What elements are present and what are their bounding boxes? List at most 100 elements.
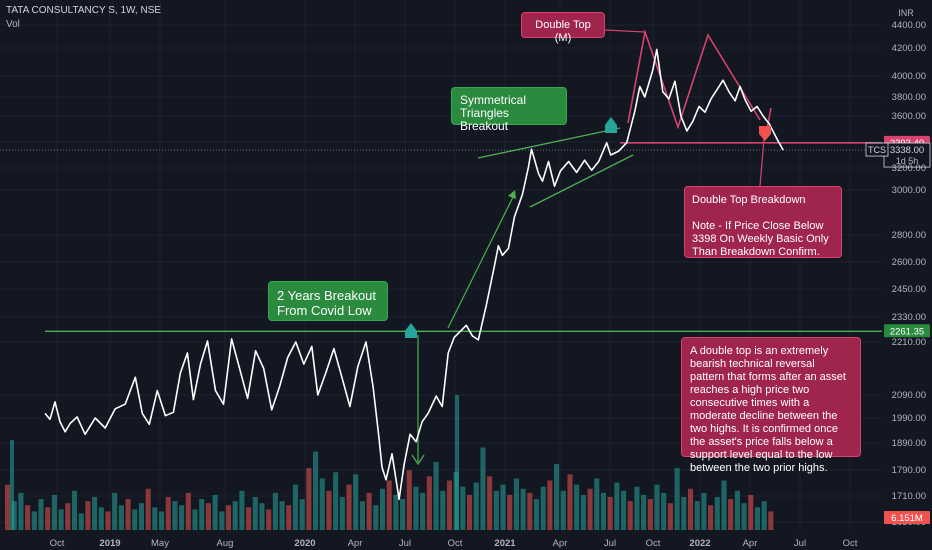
volume-bar <box>547 480 553 530</box>
volume-bar <box>721 480 727 530</box>
two-years-breakout-label: 2 Years Breakout From Covid Low <box>268 281 388 321</box>
volume-bar <box>734 490 740 530</box>
volume-bar <box>292 484 299 530</box>
volume-bar <box>533 499 540 530</box>
y-tick-label: 2600.00 <box>892 257 926 268</box>
volume-bar <box>540 486 546 530</box>
volume-bar <box>132 509 138 530</box>
volume-bar <box>440 490 446 530</box>
volume-bar <box>674 468 680 530</box>
x-axis-bg <box>0 532 882 550</box>
triangle-upper-line <box>477 127 621 159</box>
volume-bar <box>433 461 439 530</box>
volume-bar <box>400 499 406 530</box>
volume-bar <box>259 503 265 530</box>
volume-bar <box>701 492 707 530</box>
volume-bar <box>92 497 98 530</box>
volume-bar <box>741 503 747 530</box>
volume-bar <box>406 470 412 530</box>
x-tick-label: Apr <box>743 538 758 549</box>
volume-bar <box>600 492 607 530</box>
volume-bar <box>346 484 352 530</box>
volume-bars <box>5 395 774 530</box>
volume-bar <box>366 492 372 530</box>
last-price-tag-bg <box>884 143 930 157</box>
volume-bar <box>473 482 479 530</box>
volume-bar <box>266 509 272 530</box>
symbol-tag: TCS <box>868 145 886 155</box>
volume-bar <box>219 511 225 530</box>
countdown-label: 1d 5h <box>896 156 919 166</box>
volume-bar <box>326 490 332 530</box>
support-price-tag: 2261.35 <box>890 326 924 337</box>
volume-last-tag: 6.151M <box>891 513 923 524</box>
volume-bar <box>667 503 673 530</box>
volume-bar <box>359 501 365 530</box>
x-tick-label: 2020 <box>294 538 315 549</box>
grid <box>0 0 882 530</box>
y-axis-bg <box>882 0 932 550</box>
volume-bar <box>252 497 258 530</box>
volume-bar <box>138 503 145 530</box>
volume-bar <box>520 488 526 530</box>
volume-bar <box>18 492 24 530</box>
y-tick-label: 2450.00 <box>892 284 926 295</box>
double-top-label: Double Top (M) <box>521 12 605 44</box>
volume-bar <box>607 497 613 530</box>
breakout-marker <box>405 323 417 338</box>
volume-bar <box>10 440 14 530</box>
volume-bar <box>580 494 586 530</box>
double-top-m-pattern <box>627 28 761 130</box>
volume-bar <box>199 499 205 530</box>
y-tick-label: 3200.00 <box>892 163 926 174</box>
y-tick-label: 1990.00 <box>892 413 926 424</box>
symbol-title: TATA CONSULTANCY S, 1W, NSE <box>6 5 162 16</box>
volume-bar <box>567 474 573 530</box>
y-tick-label: 3000.00 <box>892 185 926 196</box>
y-tick-label: 3800.00 <box>892 92 926 103</box>
support-price-tag-bg <box>884 324 930 338</box>
volume-bar <box>25 505 31 530</box>
volume-bar <box>768 511 774 530</box>
volume-bar <box>694 501 700 530</box>
x-tick-label: 2021 <box>494 538 516 549</box>
volume-bar <box>413 486 419 530</box>
volume-bar <box>45 507 51 530</box>
volume-label: Vol <box>6 19 20 30</box>
volume-bar <box>172 501 178 530</box>
volume-bar <box>467 494 473 530</box>
volume-bar <box>379 488 386 530</box>
volume-bar <box>627 501 633 530</box>
volume-bar <box>373 505 379 530</box>
volume-bar <box>426 476 432 530</box>
volume-bar <box>487 476 493 530</box>
volume-bar <box>687 488 694 530</box>
volume-bar <box>420 492 426 530</box>
volume-bar <box>714 497 720 530</box>
volume-bar <box>319 478 325 530</box>
volume-bar <box>647 499 653 530</box>
volume-bar <box>38 499 44 530</box>
volume-bar <box>65 503 71 530</box>
volume-bar <box>634 486 640 530</box>
x-axis: Oct 2019 May Aug 2020 Apr Jul Oct 2021 Apr Jul Oct 2… <box>0 532 882 550</box>
volume-bar <box>306 468 312 530</box>
volume-bar <box>313 451 319 530</box>
volume-bar <box>333 472 339 530</box>
trend-arrow-line <box>447 192 516 329</box>
volume-bar <box>654 484 660 530</box>
volume-bar <box>460 486 466 530</box>
breakdown-marker <box>759 126 771 141</box>
volume-bar <box>641 494 647 530</box>
x-tick-label: Jul <box>794 538 806 549</box>
x-tick-label: Oct <box>448 538 463 549</box>
volume-bar <box>159 511 165 530</box>
volume-last-tag-bg <box>884 511 930 524</box>
y-tick-label: 2800.00 <box>892 230 926 241</box>
volume-bar <box>225 505 232 530</box>
volume-bar <box>179 505 185 530</box>
volume-bar <box>527 492 533 530</box>
volume-bar <box>661 492 667 530</box>
